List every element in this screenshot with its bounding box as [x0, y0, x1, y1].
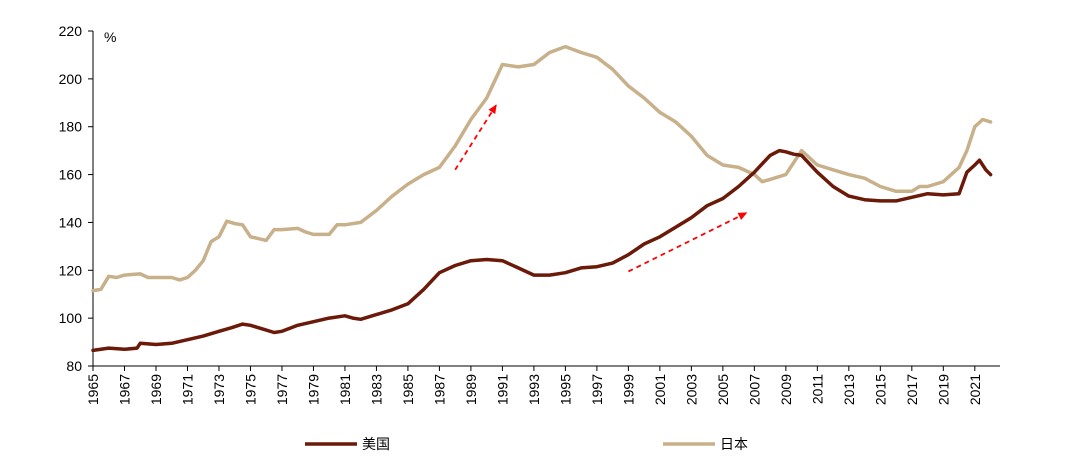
y-tick-label: 80	[66, 358, 82, 374]
x-tick-label: 1987	[431, 374, 447, 405]
axes: 80 100 120 140 160 180 200 220 1965 1967 1969 1971 1…	[59, 23, 1000, 405]
x-tick-label: 1973	[211, 374, 227, 405]
y-tick-label: 100	[59, 310, 83, 326]
x-tick-label: 1967	[116, 374, 132, 405]
x-tick-label: 1999	[620, 374, 636, 405]
x-tick-label: 1997	[589, 374, 605, 405]
y-tick-label: 120	[59, 262, 83, 278]
x-tick-label: 1995	[557, 374, 573, 405]
x-tick-label: 1981	[337, 374, 353, 405]
x-tick-label: 2017	[904, 374, 920, 405]
x-tick-label: 1971	[179, 374, 195, 405]
x-tick-label: 1965	[85, 374, 101, 405]
series-line-us	[91, 148, 993, 353]
x-tick-label: 1985	[400, 374, 416, 405]
x-tick-label: 1975	[242, 374, 258, 405]
x-tick-label: 1989	[463, 374, 479, 405]
x-tick-label: 2001	[652, 374, 668, 405]
y-axis-unit-label: %	[104, 29, 116, 45]
x-tick-label: 2005	[715, 374, 731, 405]
x-tick-label: 2007	[746, 374, 762, 405]
annotations	[454, 104, 748, 273]
series-lines	[91, 44, 993, 353]
y-tick-label: 180	[59, 119, 83, 135]
trend-arrow-2	[627, 212, 748, 273]
x-tick-label: 1991	[494, 374, 510, 405]
x-tick-label: 2015	[872, 374, 888, 405]
trend-arrow-1	[454, 104, 497, 171]
y-tick-label: 160	[59, 167, 83, 183]
x-tick-label: 2003	[683, 374, 699, 405]
y-tick-label: 200	[59, 71, 83, 87]
legend: 美国 日本	[305, 437, 748, 453]
y-tick-label: 220	[59, 23, 83, 39]
y-tick-label: 140	[59, 214, 83, 230]
x-tick-label: 1969	[148, 374, 164, 405]
x-tick-label: 1983	[368, 374, 384, 405]
x-tick-label: 2013	[841, 374, 857, 405]
legend-label: 日本	[720, 437, 748, 453]
x-tick-label: 2009	[778, 374, 794, 405]
series-line-japan	[91, 44, 993, 293]
x-tick-label: 2021	[967, 374, 983, 405]
x-tick-label: 2019	[935, 374, 951, 405]
legend-label: 美国	[362, 437, 390, 453]
x-tick-label: 1977	[274, 374, 290, 405]
x-tick-label: 1979	[305, 374, 321, 405]
x-tick-label: 1993	[526, 374, 542, 405]
x-tick-label: 2011	[809, 374, 825, 404]
